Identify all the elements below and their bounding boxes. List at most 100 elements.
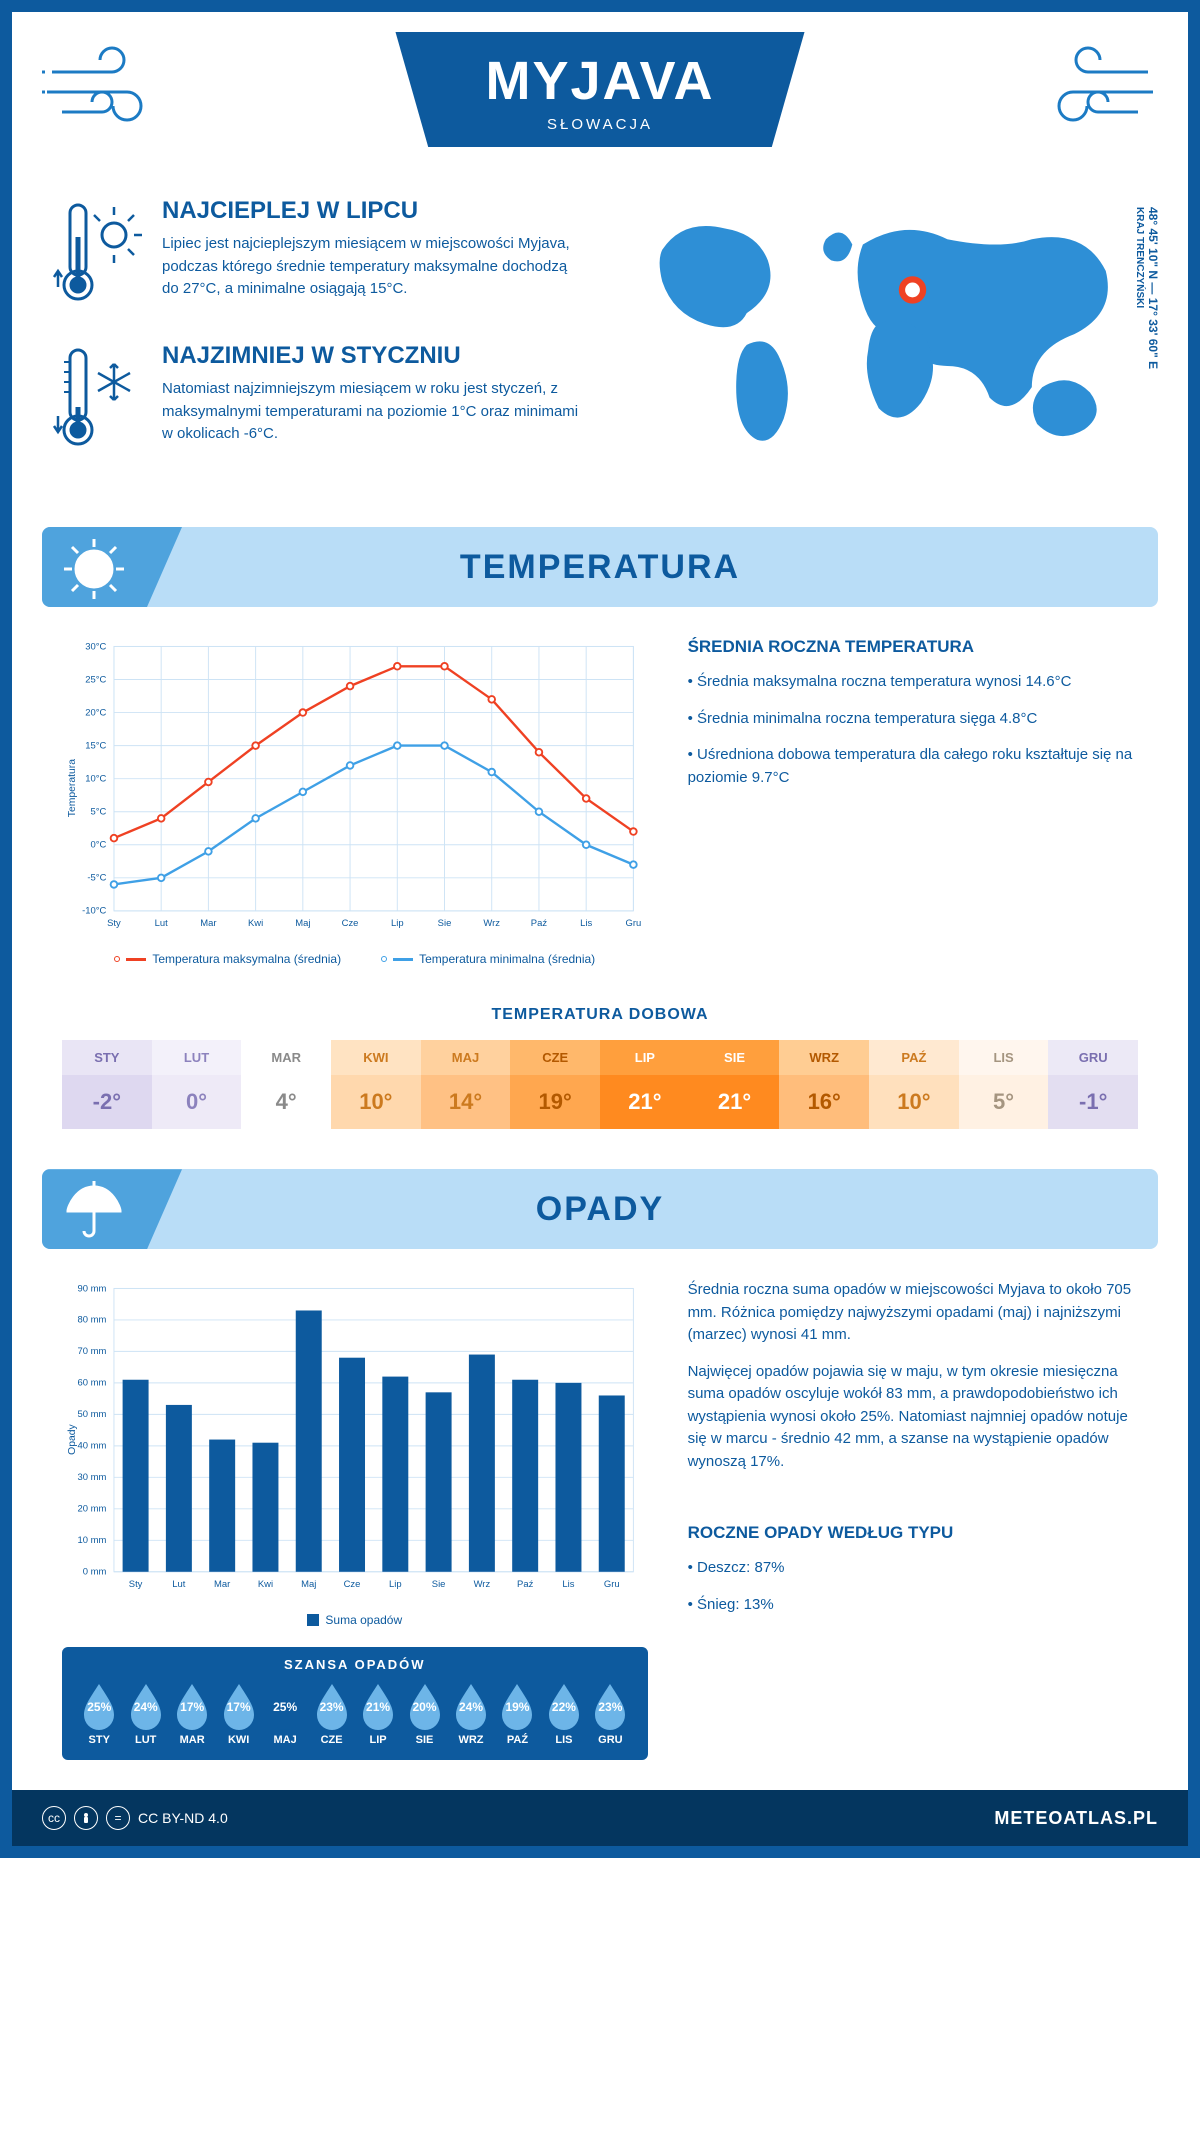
daily-temp-table: STY -2° LUT 0° MAR 4° KWI 10° MAJ 14° CZ… bbox=[62, 1040, 1138, 1129]
temp-bullet-3: • Uśredniona dobowa temperatura dla całe… bbox=[688, 744, 1138, 789]
chance-item: 24% LUT bbox=[122, 1682, 168, 1746]
precip-text-col: Średnia roczna suma opadów w miejscowośc… bbox=[688, 1279, 1138, 1760]
legend-max: Temperatura maksymalna (średnia) bbox=[114, 952, 341, 966]
daily-cell: LIP 21° bbox=[600, 1040, 690, 1129]
coord-lon: 17° 33' 60" E bbox=[1146, 298, 1160, 369]
precip-section-title: OPADY bbox=[536, 1190, 664, 1229]
raindrop-icon: 17% bbox=[220, 1682, 258, 1730]
svg-text:40 mm: 40 mm bbox=[78, 1441, 107, 1452]
svg-text:60 mm: 60 mm bbox=[78, 1378, 107, 1389]
svg-text:Sie: Sie bbox=[432, 1579, 446, 1590]
raindrop-icon: 25% bbox=[266, 1682, 304, 1730]
svg-text:10 mm: 10 mm bbox=[78, 1535, 107, 1546]
footer: cc = CC BY-ND 4.0 METEOATLAS.PL bbox=[12, 1790, 1188, 1846]
precip-type-head: ROCZNE OPADY WEDŁUG TYPU bbox=[688, 1523, 1138, 1543]
thermometer-sun-icon bbox=[52, 197, 142, 312]
section-head-temperature: TEMPERATURA bbox=[42, 527, 1158, 607]
chance-box: SZANSA OPADÓW 25% STY 24% LUT 17% MAR 17… bbox=[62, 1647, 648, 1760]
coordinates: 48° 45' 10" N — 17° 33' 60" E KRAJ TRENC… bbox=[1132, 207, 1160, 369]
daily-cell: LUT 0° bbox=[152, 1040, 242, 1129]
svg-text:Sty: Sty bbox=[129, 1579, 143, 1590]
section-head-precip: OPADY bbox=[42, 1169, 1158, 1249]
temp-text-col: ŚREDNIA ROCZNA TEMPERATURA • Średnia mak… bbox=[688, 637, 1138, 966]
daily-cell: GRU -1° bbox=[1048, 1040, 1138, 1129]
wind-icon-right bbox=[1018, 42, 1158, 132]
chance-item: 25% MAJ bbox=[262, 1682, 308, 1746]
svg-text:Maj: Maj bbox=[295, 918, 310, 929]
precipitation-chart: 0 mm10 mm20 mm30 mm40 mm50 mm60 mm70 mm8… bbox=[62, 1279, 648, 1600]
precip-section-body: 0 mm10 mm20 mm30 mm40 mm50 mm60 mm70 mm8… bbox=[12, 1279, 1188, 1790]
svg-text:Sty: Sty bbox=[107, 918, 121, 929]
svg-text:-5°C: -5°C bbox=[87, 873, 106, 884]
daily-cell: MAJ 14° bbox=[421, 1040, 511, 1129]
legend-precip-label: Suma opadów bbox=[325, 1613, 402, 1627]
daily-cell: WRZ 16° bbox=[779, 1040, 869, 1129]
svg-text:30 mm: 30 mm bbox=[78, 1472, 107, 1483]
svg-text:5°C: 5°C bbox=[91, 807, 107, 818]
svg-text:Kwi: Kwi bbox=[258, 1579, 273, 1590]
raindrop-icon: 23% bbox=[591, 1682, 629, 1730]
daily-cell: SIE 21° bbox=[690, 1040, 780, 1129]
nd-icon: = bbox=[106, 1806, 130, 1830]
svg-text:Cze: Cze bbox=[342, 918, 359, 929]
svg-text:Paź: Paź bbox=[517, 1579, 534, 1590]
svg-text:30°C: 30°C bbox=[85, 641, 106, 652]
chance-item: 22% LIS bbox=[541, 1682, 587, 1746]
svg-text:70 mm: 70 mm bbox=[78, 1346, 107, 1357]
svg-text:15°C: 15°C bbox=[85, 740, 106, 751]
temp-legend: Temperatura maksymalna (średnia) Tempera… bbox=[62, 952, 648, 966]
svg-text:Lis: Lis bbox=[562, 1579, 574, 1590]
raindrop-icon: 20% bbox=[406, 1682, 444, 1730]
temperature-chart: -10°C-5°C0°C5°C10°C15°C20°C25°C30°CStyLu… bbox=[62, 637, 648, 939]
svg-text:Sie: Sie bbox=[438, 918, 452, 929]
chance-item: 23% CZE bbox=[308, 1682, 354, 1746]
svg-text:80 mm: 80 mm bbox=[78, 1315, 107, 1326]
legend-max-label: Temperatura maksymalna (średnia) bbox=[152, 952, 341, 966]
daily-temp-title: TEMPERATURA DOBOWA bbox=[12, 1006, 1188, 1024]
svg-text:Gru: Gru bbox=[604, 1579, 620, 1590]
svg-text:Cze: Cze bbox=[344, 1579, 361, 1590]
chance-row: 25% STY 24% LUT 17% MAR 17% KWI bbox=[76, 1682, 634, 1746]
header: MYJAVA SŁOWACJA bbox=[12, 12, 1188, 187]
license-text: CC BY-ND 4.0 bbox=[138, 1810, 228, 1826]
chance-item: 25% STY bbox=[76, 1682, 122, 1746]
intro-facts: NAJCIEPLEJ W LIPCU Lipiec jest najcieple… bbox=[52, 197, 580, 487]
legend-min-label: Temperatura minimalna (średnia) bbox=[419, 952, 595, 966]
svg-text:Lip: Lip bbox=[389, 1579, 402, 1590]
sun-icon bbox=[60, 535, 128, 603]
svg-text:50 mm: 50 mm bbox=[78, 1409, 107, 1420]
raindrop-icon: 21% bbox=[359, 1682, 397, 1730]
fact-coldest: NAJZIMNIEJ W STYCZNIU Natomiast najzimni… bbox=[52, 342, 580, 457]
svg-text:25°C: 25°C bbox=[85, 674, 106, 685]
page-root: MYJAVA SŁOWACJA bbox=[0, 0, 1200, 1858]
raindrop-icon: 23% bbox=[313, 1682, 351, 1730]
wind-icon-left bbox=[42, 42, 182, 132]
svg-text:Wrz: Wrz bbox=[474, 1579, 491, 1590]
svg-text:Temperatura: Temperatura bbox=[67, 759, 78, 817]
svg-text:Maj: Maj bbox=[301, 1579, 316, 1590]
intro-section: NAJCIEPLEJ W LIPCU Lipiec jest najcieple… bbox=[12, 187, 1188, 527]
svg-text:Opady: Opady bbox=[67, 1424, 78, 1455]
title-banner: MYJAVA SŁOWACJA bbox=[395, 32, 804, 147]
chance-item: 19% PAŹ bbox=[494, 1682, 540, 1746]
fact-cold-text: Natomiast najzimniejszym miesiącem w rok… bbox=[162, 378, 580, 446]
fact-hot-text: Lipiec jest najcieplejszym miesiącem w m… bbox=[162, 233, 580, 301]
precip-p1: Średnia roczna suma opadów w miejscowośc… bbox=[688, 1279, 1138, 1347]
coord-region: KRAJ TRENCZYŃSKI bbox=[1134, 207, 1145, 308]
cc-icon: cc bbox=[42, 1806, 66, 1830]
fact-cold-title: NAJZIMNIEJ W STYCZNIU bbox=[162, 342, 580, 370]
coord-lat: 48° 45' 10" N bbox=[1146, 207, 1160, 279]
precip-rain: • Deszcz: 87% bbox=[688, 1557, 1138, 1580]
svg-text:Mar: Mar bbox=[200, 918, 216, 929]
svg-text:20°C: 20°C bbox=[85, 707, 106, 718]
svg-text:0 mm: 0 mm bbox=[83, 1567, 107, 1578]
svg-text:0°C: 0°C bbox=[91, 840, 107, 851]
daily-cell: CZE 19° bbox=[510, 1040, 600, 1129]
svg-text:Kwi: Kwi bbox=[248, 918, 263, 929]
license-block: cc = CC BY-ND 4.0 bbox=[42, 1806, 228, 1830]
umbrella-icon bbox=[60, 1177, 128, 1245]
raindrop-icon: 22% bbox=[545, 1682, 583, 1730]
fact-hot-title: NAJCIEPLEJ W LIPCU bbox=[162, 197, 580, 225]
raindrop-icon: 19% bbox=[498, 1682, 536, 1730]
svg-text:10°C: 10°C bbox=[85, 773, 106, 784]
